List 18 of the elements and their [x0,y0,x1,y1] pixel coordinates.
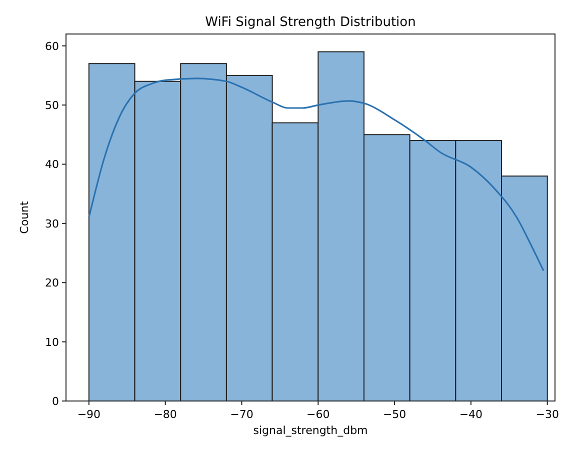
y-tick-label: 30 [45,217,59,230]
line-series [88,78,544,272]
y-tick-label: 50 [45,99,59,112]
x-tick-label: −80 [154,408,177,421]
x-tick-label: −30 [536,408,559,421]
x-tick-label: −40 [459,408,483,421]
chart-title: WiFi Signal Strength Distribution [205,15,416,30]
y-tick-label: 0 [52,395,59,408]
x-tick-label: −60 [306,408,330,421]
y-tick-label: 60 [45,40,59,53]
y-axis-title: Count [18,200,31,234]
x-tick-label: −90 [77,408,101,421]
x-tick-label: −70 [230,408,254,421]
x-axis-title: signal_strength_dbm [253,424,368,437]
y-tick-label: 40 [45,158,59,172]
y-tick-label: 20 [45,276,59,290]
y-tick-label: 10 [45,336,59,349]
x-tick-label: −50 [382,408,406,421]
